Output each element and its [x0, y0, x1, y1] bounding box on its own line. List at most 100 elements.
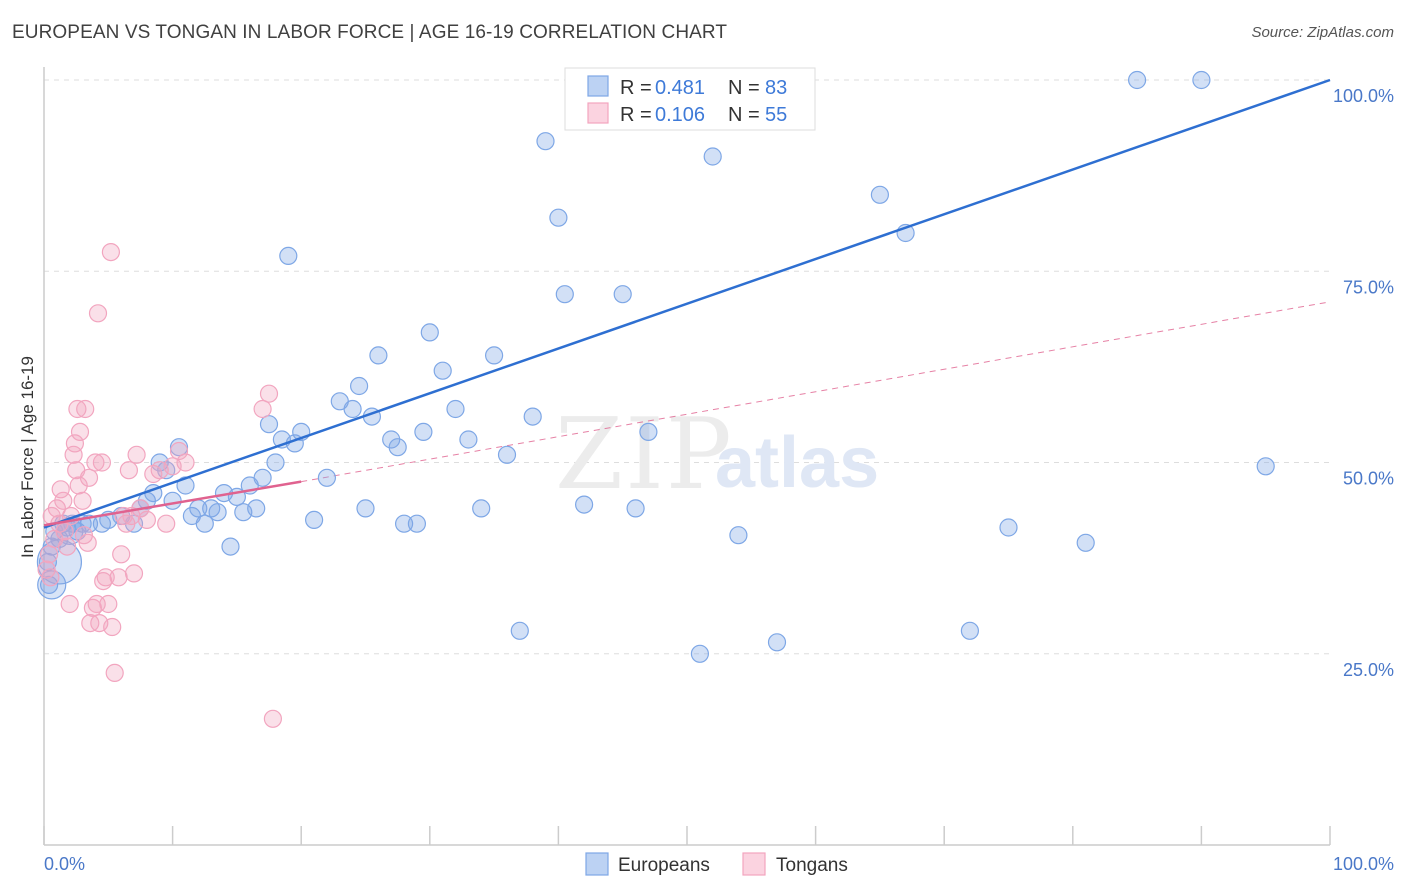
europeans-point-83: [1256, 457, 1275, 476]
tongans-point-35: [103, 617, 122, 637]
europeans-point-48: [369, 346, 388, 365]
y-tick-label-75: 75.0%: [1343, 277, 1394, 297]
legend-europeans-n-label: N =: [728, 77, 760, 99]
tongans-point-28: [88, 304, 108, 323]
legend-europeans-n-value: 83: [765, 77, 787, 99]
tongans-point-49: [157, 514, 176, 533]
europeans-point-58: [472, 499, 491, 518]
europeans-point-57: [459, 430, 478, 449]
legend-tongans-n-label: N =: [728, 104, 760, 126]
tongans-point-34: [101, 243, 121, 262]
tongans-point-19: [73, 491, 92, 510]
europeans-point-78: [960, 621, 980, 640]
legend-europeans-swatch: [587, 75, 609, 97]
legend-tongans-r-label: R =: [620, 104, 652, 126]
tongans-trend-extended: [301, 301, 1331, 483]
tongans-point-16: [68, 399, 87, 419]
europeans-point-60: [497, 445, 517, 464]
tongans-point-23: [79, 468, 99, 487]
europeans-point-69: [639, 422, 658, 441]
europeans-point-51: [395, 514, 414, 533]
tongans-point-5: [47, 499, 67, 518]
tongans-point-30: [92, 453, 112, 472]
tongans-point-44: [127, 445, 146, 464]
tongans-point-9: [55, 522, 74, 541]
europeans-point-27: [208, 503, 227, 522]
y-axis-label: In Labor Force | Age 16-19: [18, 356, 37, 558]
europeans-trend: [43, 78, 1331, 529]
europeans-point-44: [343, 399, 362, 419]
europeans-point-52: [407, 514, 426, 533]
x-tick-label-max: 100.0%: [1333, 854, 1394, 874]
watermark-atlas: atlas: [715, 423, 879, 503]
europeans-point-50: [388, 438, 407, 457]
europeans-point-25: [195, 514, 214, 533]
legend-top: R = 0.481 N = 83 R = 0.106 N = 55: [564, 67, 816, 131]
legend-europeans-r-value: 0.481: [655, 77, 705, 99]
europeans-point-35: [259, 415, 279, 434]
europeans-point-65: [555, 285, 574, 304]
watermark-zip: ZIP: [555, 398, 734, 512]
legend-bottom-europeans-swatch: [585, 852, 609, 876]
tongans-point-14: [65, 434, 85, 453]
tongans-point-22: [78, 533, 97, 552]
tongans-point-36: [105, 663, 124, 683]
europeans-point-62: [523, 407, 542, 426]
tongans-point-41: [119, 461, 138, 480]
tongans-point-51: [169, 441, 189, 461]
tongans-point-26: [86, 453, 105, 472]
europeans-point-55: [433, 361, 452, 380]
tongans-point-32: [96, 568, 115, 587]
tongans-point-43: [124, 564, 144, 583]
europeans-point-53: [414, 422, 433, 441]
europeans-point-80: [1076, 533, 1095, 552]
legend-bottom-tongans-label: Tongans: [776, 855, 848, 876]
europeans-point-63: [536, 132, 555, 151]
tongans-point-2: [41, 568, 60, 587]
europeans-point-0: [38, 552, 58, 572]
europeans-point-76: [870, 185, 890, 204]
tongans-point-55: [263, 709, 282, 728]
legend-tongans-n-value: 55: [765, 104, 787, 126]
tongans-point-33: [99, 594, 118, 614]
europeans-point-74: [729, 526, 748, 545]
tongans-point-37: [109, 568, 128, 587]
europeans-point-68: [626, 499, 645, 518]
tongans-point-17: [69, 476, 88, 495]
europeans-trend-line: [43, 78, 1331, 529]
tongans-point-10: [57, 537, 77, 556]
europeans-point-61: [510, 621, 529, 640]
europeans-point-33: [247, 499, 266, 518]
europeans-point-42: [317, 468, 336, 487]
chart-source: Source: ZipAtlas.com: [1251, 24, 1394, 41]
y-tick-label-100: 100.0%: [1333, 86, 1394, 106]
x-ticks: [43, 826, 1331, 845]
legend-tongans-r-value: 0.106: [655, 104, 705, 126]
europeans-point-1: [39, 575, 59, 595]
tongans-points: [37, 243, 282, 728]
y-tick-label-25: 25.0%: [1343, 660, 1394, 680]
legend-bottom-tongans-swatch: [742, 852, 766, 876]
europeans-point-46: [356, 499, 375, 518]
legend-europeans-r-label: R =: [620, 77, 652, 99]
legend-tongans-swatch: [587, 102, 609, 124]
tongans-point-8: [54, 491, 73, 510]
europeans-point-56: [446, 399, 465, 419]
tongans-point-7: [51, 480, 70, 499]
legend-bottom: Europeans Tongans: [585, 852, 848, 876]
tongans-point-46: [137, 510, 156, 530]
tongans-point-1: [39, 545, 59, 564]
europeans-point-34: [253, 468, 272, 487]
europeans-point-45: [350, 376, 369, 396]
europeans-point-75: [767, 633, 787, 652]
chart-title: EUROPEAN VS TONGAN IN LABOR FORCE | AGE …: [12, 22, 728, 43]
x-tick-label-min: 0.0%: [44, 854, 85, 874]
tongans-point-38: [112, 545, 131, 564]
tongans-point-21: [76, 399, 95, 419]
y-tick-label-50: 50.0%: [1343, 469, 1394, 489]
tongans-point-18: [70, 422, 90, 441]
tongans-point-54: [259, 384, 279, 403]
europeans-point-38: [279, 246, 298, 265]
tongans-trend-line: [43, 480, 302, 527]
